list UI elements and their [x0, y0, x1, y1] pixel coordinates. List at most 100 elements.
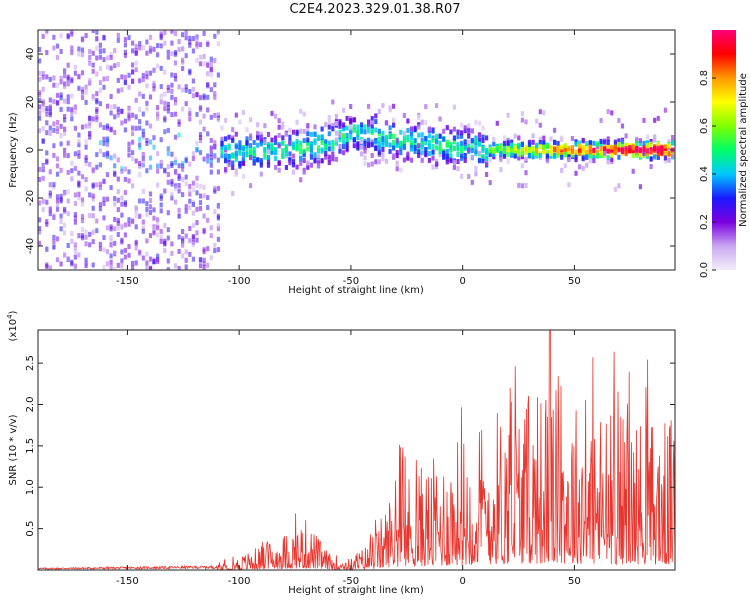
- heat-cell: [327, 160, 331, 165]
- heat-cell: [438, 149, 442, 155]
- heat-cell: [55, 257, 60, 263]
- heat-cell: [148, 139, 153, 145]
- heat-cell: [113, 226, 117, 232]
- heat-cell: [603, 139, 607, 145]
- heat-cell: [492, 151, 496, 157]
- heat-cell: [438, 140, 442, 146]
- heat-cell: [427, 133, 431, 139]
- heat-cell: [45, 221, 49, 227]
- heat-cell: [409, 135, 414, 141]
- heat-cell: [202, 126, 206, 132]
- heat-cell: [209, 67, 213, 73]
- y-tick-label: -20: [25, 190, 36, 206]
- heat-cell: [209, 137, 213, 143]
- heat-cell: [45, 158, 49, 164]
- heat-cell: [392, 117, 396, 123]
- heat-cell: [367, 137, 371, 143]
- heat-cell: [435, 103, 439, 109]
- heat-cell: [59, 75, 63, 81]
- heat-cell: [123, 42, 127, 48]
- heat-cell: [120, 258, 124, 264]
- heat-cell: [645, 142, 650, 148]
- heat-cell: [216, 30, 220, 35]
- heat-cell: [578, 150, 582, 156]
- heat-cell: [63, 114, 67, 119]
- heat-cell: [166, 127, 170, 133]
- heat-cell: [52, 143, 56, 149]
- heat-cell: [116, 225, 120, 231]
- heat-cell: [45, 120, 49, 126]
- heat-cell: [109, 126, 113, 132]
- heat-cell: [649, 156, 653, 162]
- heat-cell: [48, 190, 52, 196]
- heat-cell: [216, 157, 220, 163]
- heat-cell: [610, 148, 614, 154]
- heat-cell: [209, 158, 213, 164]
- y-tick-label: 40: [25, 48, 36, 61]
- heat-cell: [299, 144, 303, 150]
- heat-cell: [567, 156, 571, 162]
- heat-cell: [70, 78, 74, 84]
- heat-cell: [535, 148, 539, 154]
- heat-cell: [499, 157, 503, 163]
- heat-cell: [145, 141, 149, 146]
- heat-cell: [52, 45, 56, 51]
- heat-cell: [331, 122, 335, 128]
- heat-cell: [338, 148, 342, 154]
- heat-cell: [177, 132, 181, 138]
- x-tick-label: -150: [116, 576, 139, 587]
- heat-cell: [38, 77, 42, 82]
- heat-cell: [88, 120, 92, 126]
- heat-cell: [585, 141, 589, 147]
- heat-cell: [202, 93, 206, 99]
- heat-cell: [52, 152, 56, 158]
- heat-cell: [306, 160, 310, 166]
- heat-cell: [452, 139, 456, 145]
- heat-cell: [495, 147, 499, 153]
- heat-cell: [542, 135, 546, 141]
- heat-cell: [234, 171, 238, 177]
- heat-cell: [363, 155, 367, 161]
- heat-cell: [59, 95, 63, 101]
- heat-cell: [159, 43, 163, 49]
- heat-cell: [467, 123, 471, 129]
- heat-cell: [338, 137, 342, 143]
- heat-cell: [377, 141, 381, 147]
- heat-cell: [291, 145, 296, 151]
- heat-cell: [177, 47, 181, 53]
- heat-cell: [181, 229, 185, 234]
- heat-cell: [84, 229, 88, 235]
- heat-cell: [109, 185, 113, 191]
- heat-cell: [617, 147, 621, 153]
- heat-cell: [345, 125, 349, 131]
- heat-cell: [606, 159, 610, 165]
- heat-cell: [467, 130, 471, 136]
- heat-cell: [202, 54, 206, 59]
- heat-cell: [588, 153, 592, 159]
- heat-cell: [66, 211, 70, 217]
- heat-cell: [163, 129, 167, 135]
- heat-cell: [331, 151, 335, 157]
- heat-cell: [138, 119, 142, 125]
- heat-cell: [98, 202, 102, 208]
- heat-cell: [470, 128, 474, 134]
- heat-cell: [91, 213, 95, 219]
- heat-cell: [91, 196, 95, 202]
- heat-cell: [177, 84, 181, 90]
- heat-cell: [159, 159, 163, 165]
- heat-cell: [374, 139, 378, 145]
- heat-cell: [66, 189, 70, 195]
- heat-cell: [671, 153, 675, 159]
- heat-cell: [38, 226, 42, 232]
- heat-cell: [63, 130, 67, 136]
- heat-cell: [574, 157, 578, 163]
- heat-cell: [588, 140, 592, 146]
- heat-cell: [45, 199, 49, 205]
- heat-cell: [91, 116, 95, 122]
- heat-cell: [556, 146, 560, 152]
- heat-cell: [299, 128, 303, 134]
- heat-cell: [209, 225, 213, 231]
- heat-cell: [163, 117, 167, 123]
- heat-cell: [163, 69, 167, 75]
- heat-cell: [173, 30, 178, 36]
